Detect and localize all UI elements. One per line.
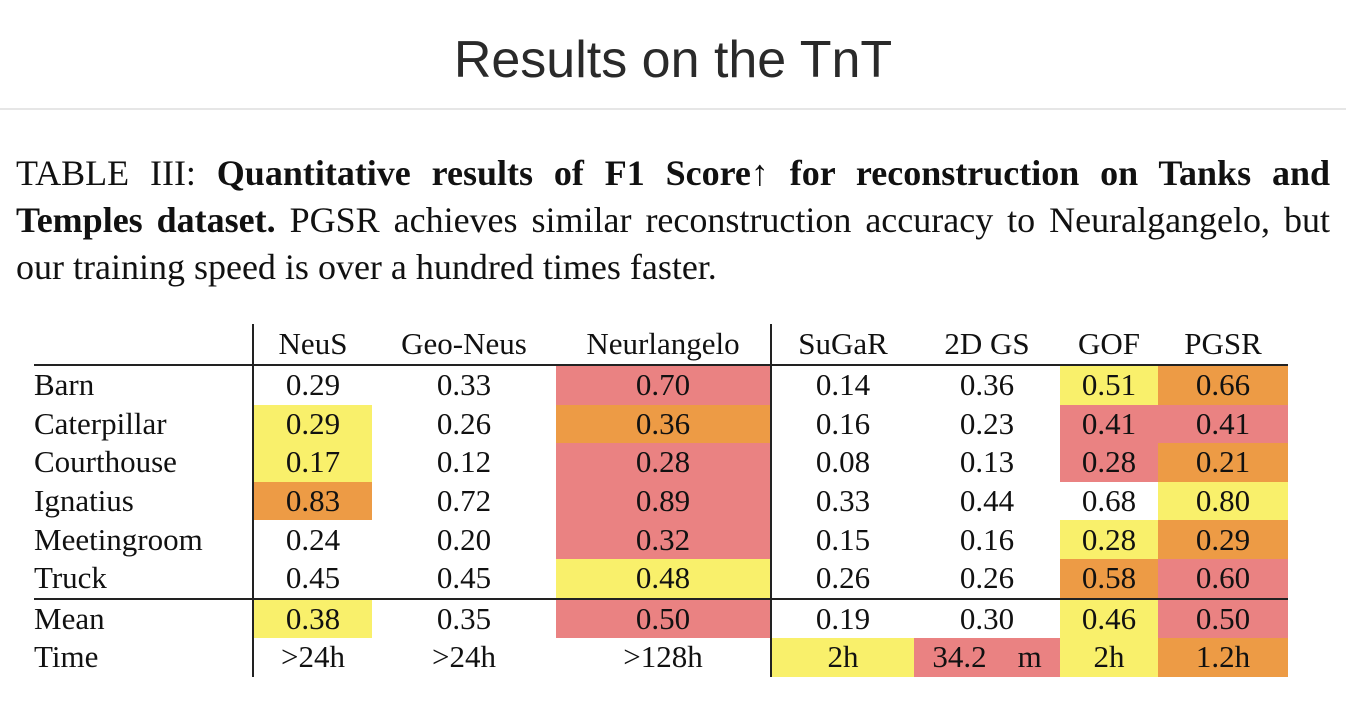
table-cell: 0.58 [1060,558,1158,599]
table-body: Barn 0.29 0.33 0.70 0.14 0.36 0.51 0.66 Caterpil… [34,365,1288,677]
table-cell: 0.26 [436,405,492,441]
table-cell: 0.38 [252,597,372,639]
table-cell: 0.29 [1158,520,1288,559]
table-cell: 0.51 [1060,365,1158,405]
row-label: Mean [34,597,253,639]
table-cell: 0.08 [770,443,914,482]
table-cell: 0.12 [436,444,492,480]
table-row: Mean 0.38 0.35 0.50 0.19 0.30 0.46 0.50 [34,597,1288,639]
table-cell: 0.17 [252,443,372,482]
table-cell: 0.50 [1158,597,1288,639]
row-label: Time [34,639,99,675]
table-cell: 0.16 [959,521,1015,557]
row-label: Truck [34,560,107,596]
table-cell: 0.16 [770,404,914,444]
table-cell: 0.13 [959,444,1015,480]
column-header-sugar: SuGaR [770,324,914,366]
table-row: Truck 0.45 0.45 0.48 0.26 0.26 0.58 0.60 [34,558,1288,599]
table-cell: 0.28 [556,443,771,482]
table-cell: 1.2h [1158,638,1288,677]
table-cell: 0.30 [914,597,1060,639]
table-cell: 0.36 [959,367,1015,403]
table-cell: 0.36 [556,404,771,444]
caption-text: PGSR achieves similar reconstruction acc… [16,200,1331,287]
table-cell: 0.68 [1081,483,1137,519]
table-cell: 0.20 [436,521,492,557]
table-cell: 0.26 [959,560,1015,596]
table-cell: 0.28 [1060,443,1158,482]
table-row: Time >24h >24h >128h 2h 34.2 m 2h 1.2h [34,638,1288,677]
table-cell: 0.60 [1158,558,1288,599]
table-cell: 0.48 [556,558,771,599]
table-cell: 0.26 [770,558,914,599]
table-cell: 0.80 [1158,481,1288,521]
column-header-pgsr: PGSR [1158,324,1288,366]
table-cell: 0.41 [1060,404,1158,444]
table-cell: 0.66 [1158,365,1288,405]
table-cell: 0.15 [770,520,914,559]
table-cell: 0.32 [556,520,771,559]
table-caption: TABLE III: Quantitative results of F1 Sc… [16,150,1330,291]
table-row: Courthouse 0.17 0.12 0.28 0.08 0.13 0.28 0.21 [34,443,1288,482]
row-label: Ignatius [34,483,134,519]
column-header-geo-neus: Geo-Neus [372,324,556,366]
column-header-neurlangelo: Neurlangelo [556,324,771,366]
column-header-neus: NeuS [252,324,372,366]
table-cell: 0.24 [252,520,372,559]
table-cell: 0.46 [1060,597,1158,639]
table-cell: 0.21 [1158,443,1288,482]
table-cell: >24h [432,639,496,675]
table-row: Ignatius 0.83 0.72 0.89 0.33 0.44 0.68 0.80 [34,481,1288,521]
column-header-corner [34,324,253,366]
table-cell: 0.70 [556,365,771,405]
caption-prefix: TABLE III: [16,153,217,193]
row-label: Caterpillar [34,405,167,441]
row-label: Barn [34,367,95,403]
table-cell: 0.44 [959,483,1015,519]
table-row: Meetingroom 0.24 0.20 0.32 0.15 0.16 0.28 0.29 [34,520,1288,559]
table-cell: 0.29 [252,404,372,444]
table-cell: 0.35 [372,597,556,639]
table-cell: 0.33 [770,481,914,521]
row-label: Meetingroom [34,521,203,557]
table-cell: 0.45 [252,558,372,599]
table-cell: 0.23 [959,405,1015,441]
table-cell: 0.33 [436,367,492,403]
table-cell: 0.19 [770,597,914,639]
table-row: Barn 0.29 0.33 0.70 0.14 0.36 0.51 0.66 [34,365,1288,405]
table-cell: 0.41 [1158,404,1288,444]
table-cell: 0.14 [770,365,914,405]
table-cell: >128h [623,639,703,675]
table-cell: 0.83 [252,481,372,521]
page-title: Results on the TnT [453,31,893,89]
page-header: Results on the TnT [0,0,1346,110]
table-cell: 0.89 [556,481,771,521]
table-cell: 2h [770,638,914,677]
table-cell: >24h [252,638,372,677]
table-cell: 0.28 [1060,520,1158,559]
caption-bold: Quantitative results of F1 Score↑ for re… [16,153,1330,240]
table-header-row: NeuS Geo-Neus Neurlangelo SuGaR 2D GS GO… [34,324,1288,366]
table-row: Caterpillar 0.29 0.26 0.36 0.16 0.23 0.41 0.41 [34,404,1288,444]
results-table: NeuS Geo-Neus Neurlangelo SuGaR 2D GS GO… [34,324,1288,677]
table-cell: 0.29 [252,365,372,405]
table-cell: 34.2 m [914,638,1060,677]
row-label: Courthouse [34,444,177,480]
column-header-2d-gs: 2D GS [914,324,1060,366]
column-header-gof: GOF [1060,324,1158,366]
table-cell: 0.50 [556,597,771,639]
table-cell: 0.72 [436,483,492,519]
table-cell: 2h [1060,638,1158,677]
table-cell: 0.45 [436,560,492,596]
